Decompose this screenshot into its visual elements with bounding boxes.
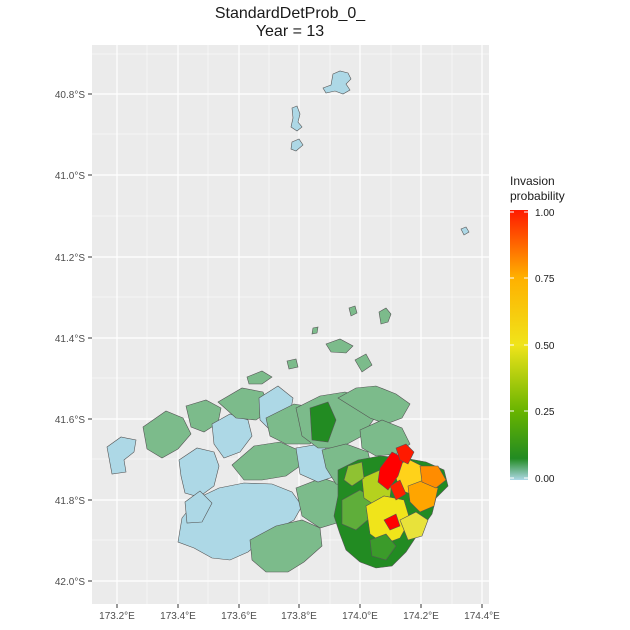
- island-north-2: [290, 105, 303, 132]
- y-tick-label: 41.6°S: [55, 415, 85, 426]
- x-tick-label: 173.8°E: [281, 611, 317, 622]
- y-tick-label: 42.0°S: [55, 577, 85, 588]
- x-tick-label: 173.2°E: [99, 611, 135, 622]
- west-blue-2: [178, 447, 220, 498]
- island-north-3: [290, 138, 304, 152]
- invaded-yellow-3: [399, 511, 429, 541]
- x-tick-label: 174.2°E: [403, 611, 439, 622]
- south-green-1: [249, 519, 323, 573]
- islet-1: [348, 305, 358, 317]
- west-blue-1: [106, 436, 137, 475]
- west-green-1: [142, 410, 192, 459]
- y-tick-label: 41.0°S: [55, 171, 85, 182]
- legend-colorbar: 1.00 0.75 0.50 0.25 0.00: [510, 208, 555, 485]
- x-axis: 173.2°E 173.4°E 173.6°E 173.8°E 174.0°E …: [99, 604, 500, 622]
- x-tick-label: 173.4°E: [160, 611, 196, 622]
- islet-7: [246, 370, 273, 385]
- legend-title-line1: Invasion: [510, 174, 555, 188]
- island-north-1: [322, 70, 352, 95]
- x-tick-label: 174.0°E: [342, 611, 378, 622]
- x-tick-label: 173.6°E: [221, 611, 257, 622]
- legend-label: 1.00: [535, 208, 555, 219]
- islet-2: [378, 307, 392, 325]
- invaded-red-1: [377, 451, 405, 491]
- islet-4: [325, 338, 354, 354]
- invaded-red-3: [389, 479, 407, 501]
- invaded-red-2: [395, 443, 415, 465]
- x-tick-label: 174.4°E: [464, 611, 500, 622]
- north-green-coast: [337, 385, 411, 425]
- dark-green-1: [309, 401, 337, 443]
- invaded-red-4: [383, 513, 401, 531]
- islet-3: [311, 326, 319, 335]
- invaded-dark-edge: [369, 533, 397, 561]
- south-blue-2: [184, 490, 213, 524]
- y-tick-label: 41.2°S: [55, 253, 85, 264]
- y-tick-label: 41.8°S: [55, 496, 85, 507]
- invaded-orange-2: [419, 465, 447, 489]
- y-tick-label: 41.4°S: [55, 334, 85, 345]
- legend-label: 0.00: [535, 474, 555, 485]
- y-axis: 40.8°S 41.0°S 41.2°S 41.4°S 41.6°S 41.8°…: [55, 90, 92, 588]
- region-polygons: [106, 70, 470, 573]
- plot-subtitle: Year = 13: [255, 23, 325, 40]
- invaded-lime: [343, 461, 365, 487]
- island-east: [460, 226, 470, 236]
- legend-label: 0.75: [535, 274, 555, 285]
- legend-title-line2: probability: [510, 189, 565, 203]
- legend-label: 0.50: [535, 341, 555, 352]
- islet-5: [354, 353, 373, 373]
- islet-6: [286, 358, 299, 370]
- plot-title: StandardDetProb_0_: [214, 5, 366, 22]
- legend-label: 0.25: [535, 407, 555, 418]
- y-tick-label: 40.8°S: [55, 90, 85, 101]
